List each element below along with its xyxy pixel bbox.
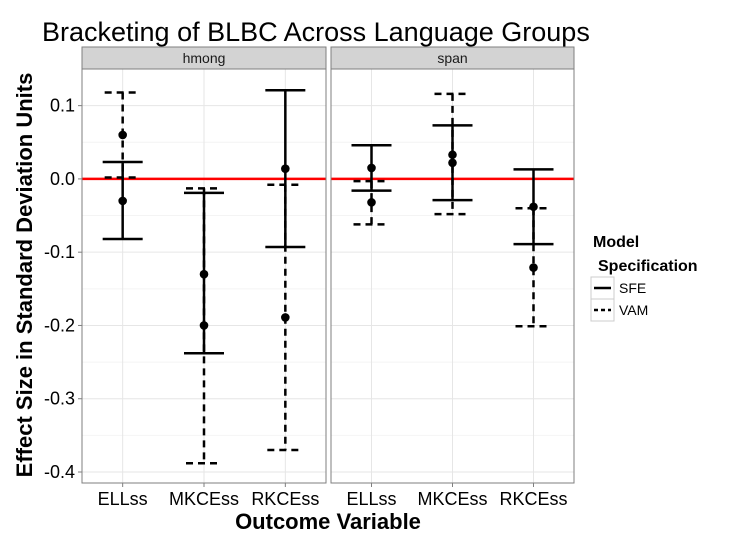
point-estimate (281, 164, 290, 173)
errorbar-vam-mkcess (434, 92, 471, 216)
chart-title: Bracketing of BLBC Across Language Group… (42, 17, 590, 47)
x-tick-label-ellss: ELLss (98, 489, 148, 509)
point-estimate (367, 198, 376, 207)
strip-label-span: span (437, 50, 467, 66)
errorbar-sfe-ellss (351, 143, 392, 192)
series-sfe (351, 124, 554, 246)
errorbar-vam-rkcess (515, 206, 552, 328)
point-estimate (118, 130, 127, 140)
point-estimate (448, 158, 457, 168)
point-estimate (118, 196, 127, 206)
x-axis-title: Outcome Variable (235, 509, 421, 534)
point-estimate (199, 321, 209, 330)
legend-entry-vam: VAM (590, 298, 648, 322)
errorbar-vam-ellss (353, 179, 390, 226)
y-axis: 0.1 0.0 -0.1 -0.2 -0.3 -0.4 (44, 96, 82, 482)
legend-label-vam: VAM (619, 302, 648, 318)
strip-label-hmong: hmong (183, 50, 226, 66)
y-axis-title: Effect Size in Standard Deviation Units (12, 73, 37, 478)
x-tick-label-mkcess: MKCEss (417, 489, 487, 509)
legend-label-sfe: SFE (619, 280, 646, 296)
panels: hmong ELLss MKCEss RKCEss span ELLss MKCEss RKC… (81, 46, 575, 509)
point-estimate (448, 150, 457, 160)
panel-span: span ELLss MKCEss RKCEss (330, 46, 575, 509)
legend-title-line2: Specification (598, 258, 698, 275)
y-tick-label: -0.3 (44, 389, 75, 409)
errorbar-vam-ellss (104, 91, 141, 179)
x-tick-label-rkcess: RKCEss (251, 489, 319, 509)
point-estimate (367, 163, 376, 173)
x-tick-label-ellss: ELLss (346, 489, 396, 509)
errorbar-sfe-ellss (102, 160, 143, 241)
y-tick-label: 0.1 (50, 96, 75, 116)
errorbar-sfe-mkcess (432, 124, 473, 202)
x-tick-label-rkcess: RKCEss (499, 489, 567, 509)
series-vam (104, 91, 304, 465)
errorbar-vam-mkcess (186, 187, 222, 465)
y-tick-label: -0.4 (44, 462, 75, 482)
legend-entry-sfe: SFE (590, 276, 646, 300)
errorbar-vam-rkcess (267, 183, 304, 452)
legend-title-line1: Model (593, 234, 639, 251)
point-estimate (529, 263, 538, 272)
y-tick-label: 0.0 (50, 169, 75, 189)
series-vam (353, 92, 552, 328)
legend: Model Specification SFE VAM (590, 234, 698, 322)
point-estimate (281, 313, 290, 322)
x-tick-label-mkcess: MKCEss (169, 489, 239, 509)
panel-hmong: hmong ELLss MKCEss RKCEss (81, 46, 327, 509)
errorbar-sfe-rkcess (513, 168, 554, 246)
y-tick-label: -0.2 (44, 315, 75, 335)
y-tick-label: -0.1 (44, 242, 75, 262)
